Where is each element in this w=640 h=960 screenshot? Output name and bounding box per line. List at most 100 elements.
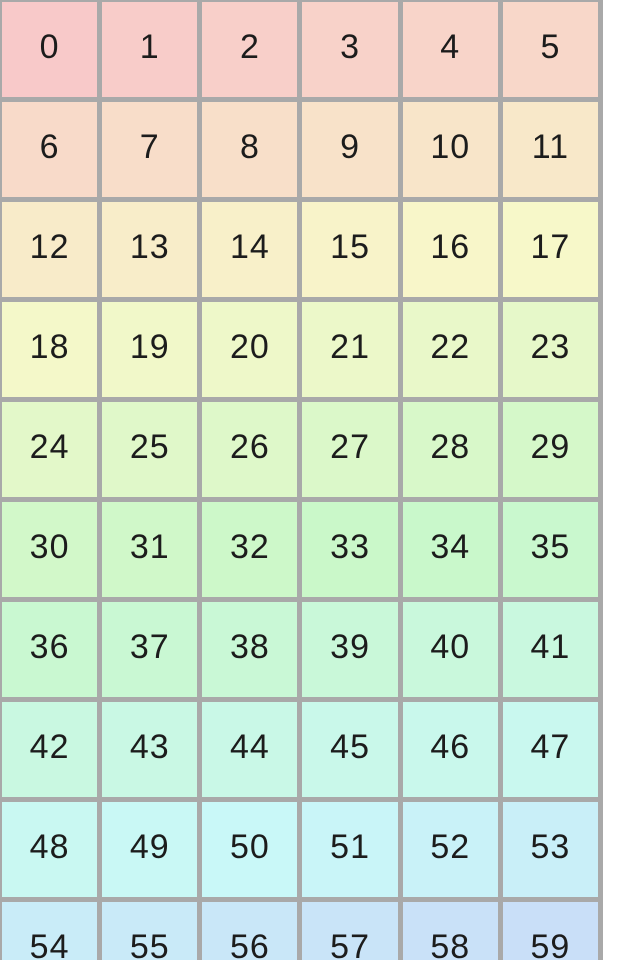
grid-cell-0[interactable]: 0 xyxy=(2,2,98,97)
grid-cell-label: 7 xyxy=(139,127,160,166)
grid-cell-1[interactable]: 1 xyxy=(102,2,198,97)
grid-cell-label: 11 xyxy=(531,127,570,166)
grid-cell-label: 20 xyxy=(229,327,270,366)
grid-cell-59[interactable]: 59 xyxy=(502,902,598,960)
grid-cell-29[interactable]: 29 xyxy=(502,402,598,497)
grid-cell-48[interactable]: 48 xyxy=(2,802,98,897)
grid-cell-label: 6 xyxy=(39,127,60,166)
grid-cell-21[interactable]: 21 xyxy=(302,302,398,397)
grid-cell-52[interactable]: 52 xyxy=(402,802,498,897)
grid-cell-25[interactable]: 25 xyxy=(102,402,198,497)
grid-cell-label: 40 xyxy=(430,627,471,666)
grid-cell-53[interactable]: 53 xyxy=(502,802,598,897)
grid-cell-35[interactable]: 35 xyxy=(502,502,598,597)
grid-cell-label: 37 xyxy=(129,627,170,666)
grid-cell-43[interactable]: 43 xyxy=(102,702,198,797)
grid-cell-label: 1 xyxy=(139,27,160,66)
grid-cell-3[interactable]: 3 xyxy=(302,2,398,97)
grid-cell-5[interactable]: 5 xyxy=(502,2,598,97)
grid-cell-label: 21 xyxy=(330,327,370,366)
grid-cell-32[interactable]: 32 xyxy=(202,502,298,597)
grid-cell-58[interactable]: 58 xyxy=(402,902,498,960)
grid-cell-34[interactable]: 34 xyxy=(402,502,498,597)
grid-cell-39[interactable]: 39 xyxy=(302,602,398,697)
grid-cell-41[interactable]: 41 xyxy=(502,602,598,697)
grid-cell-51[interactable]: 51 xyxy=(302,802,398,897)
grid-cell-9[interactable]: 9 xyxy=(302,102,398,197)
grid-cell-44[interactable]: 44 xyxy=(202,702,298,797)
grid-cell-42[interactable]: 42 xyxy=(2,702,98,797)
grid-cell-46[interactable]: 46 xyxy=(402,702,498,797)
number-grid: 0 1 2 3 4 5 6 7 8 9 10 11 12 13 14 xyxy=(0,0,603,960)
grid-cell-18[interactable]: 18 xyxy=(2,302,98,397)
grid-cell-label: 10 xyxy=(430,127,471,166)
grid-cell-6[interactable]: 6 xyxy=(2,102,98,197)
grid-cell-45[interactable]: 45 xyxy=(302,702,398,797)
grid-cell-15[interactable]: 15 xyxy=(302,202,398,297)
grid-cell-label: 34 xyxy=(430,527,471,566)
grid-cell-label: 4 xyxy=(440,27,461,66)
grid-cell-37[interactable]: 37 xyxy=(102,602,198,697)
grid-cell-17[interactable]: 17 xyxy=(502,202,598,297)
grid-cell-14[interactable]: 14 xyxy=(202,202,298,297)
grid-cell-label: 15 xyxy=(330,227,370,266)
grid-cell-27[interactable]: 27 xyxy=(302,402,398,497)
grid-cell-label: 13 xyxy=(129,227,170,266)
grid-cell-label: 53 xyxy=(530,827,571,866)
grid-cell-56[interactable]: 56 xyxy=(202,902,298,960)
grid-cell-24[interactable]: 24 xyxy=(2,402,98,497)
grid-cell-label: 0 xyxy=(39,27,60,66)
grid-cell-33[interactable]: 33 xyxy=(302,502,398,597)
grid-cell-label: 42 xyxy=(29,727,70,766)
grid-cell-12[interactable]: 12 xyxy=(2,202,98,297)
grid-cell-28[interactable]: 28 xyxy=(402,402,498,497)
grid-cell-57[interactable]: 57 xyxy=(302,902,398,960)
grid-cell-36[interactable]: 36 xyxy=(2,602,98,697)
grid-cell-16[interactable]: 16 xyxy=(402,202,498,297)
grid-cell-26[interactable]: 26 xyxy=(202,402,298,497)
grid-cell-label: 30 xyxy=(29,527,70,566)
grid-cell-13[interactable]: 13 xyxy=(102,202,198,297)
grid-cell-label: 22 xyxy=(430,327,471,366)
grid-cell-label: 44 xyxy=(229,727,270,766)
grid-cell-50[interactable]: 50 xyxy=(202,802,298,897)
grid-cell-label: 51 xyxy=(330,827,370,866)
grid-cell-label: 28 xyxy=(430,427,471,466)
grid-cell-31[interactable]: 31 xyxy=(102,502,198,597)
grid-cell-label: 55 xyxy=(129,927,170,960)
grid-cell-7[interactable]: 7 xyxy=(102,102,198,197)
grid-cell-4[interactable]: 4 xyxy=(402,2,498,97)
grid-cell-label: 46 xyxy=(430,727,471,766)
grid-cell-55[interactable]: 55 xyxy=(102,902,198,960)
grid-cell-23[interactable]: 23 xyxy=(502,302,598,397)
grid-cell-20[interactable]: 20 xyxy=(202,302,298,397)
grid-cell-8[interactable]: 8 xyxy=(202,102,298,197)
grid-cell-label: 49 xyxy=(129,827,170,866)
grid-cell-label: 23 xyxy=(530,327,571,366)
grid-cell-label: 52 xyxy=(430,827,471,866)
grid-cell-label: 2 xyxy=(239,27,260,66)
grid-cell-label: 43 xyxy=(129,727,170,766)
grid-cell-label: 29 xyxy=(530,427,571,466)
grid-cell-label: 17 xyxy=(530,227,571,266)
grid-cell-47[interactable]: 47 xyxy=(502,702,598,797)
grid-cell-30[interactable]: 30 xyxy=(2,502,98,597)
grid-cell-40[interactable]: 40 xyxy=(402,602,498,697)
grid-cell-label: 16 xyxy=(430,227,471,266)
grid-cell-22[interactable]: 22 xyxy=(402,302,498,397)
grid-cell-54[interactable]: 54 xyxy=(2,902,98,960)
grid-cell-label: 36 xyxy=(29,627,70,666)
grid-cell-label: 24 xyxy=(29,427,70,466)
grid-cell-label: 32 xyxy=(229,527,270,566)
grid-cell-label: 26 xyxy=(229,427,270,466)
grid-cell-2[interactable]: 2 xyxy=(202,2,298,97)
grid-cell-19[interactable]: 19 xyxy=(102,302,198,397)
grid-cell-11[interactable]: 11 xyxy=(502,102,598,197)
grid-cell-38[interactable]: 38 xyxy=(202,602,298,697)
grid-cell-10[interactable]: 10 xyxy=(402,102,498,197)
grid-cell-label: 56 xyxy=(229,927,270,960)
grid-cell-label: 14 xyxy=(229,227,270,266)
grid-cell-49[interactable]: 49 xyxy=(102,802,198,897)
